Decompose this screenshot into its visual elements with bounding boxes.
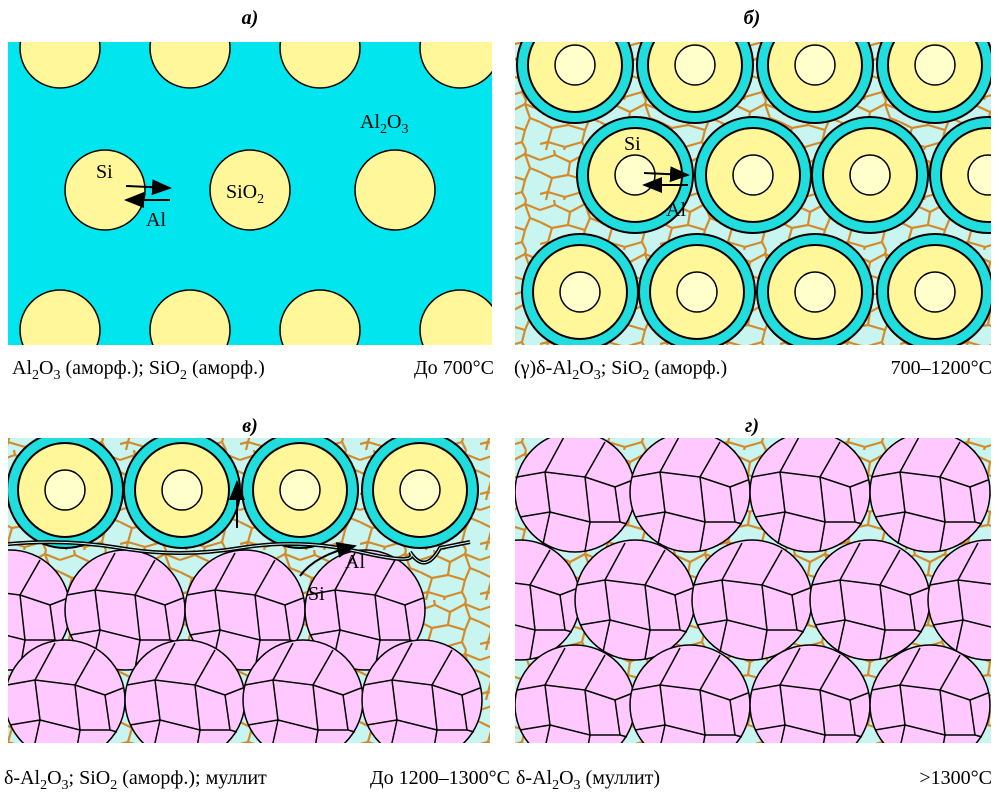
panel-b [515,7,999,350]
subscript: 2 [257,192,264,207]
coated-particle [877,234,993,350]
mullite-grain [870,645,990,765]
particle [280,290,360,370]
coated-particle [637,7,753,123]
caption: (γ)δ-Al2O3; SiO2 (аморф.) [514,357,727,383]
mullite-grain [362,640,482,760]
text-part: O [47,767,61,789]
coated-particle [757,7,873,123]
mullite-grain [5,640,125,760]
panel-label: г) [745,415,759,437]
mullite-grain [692,540,812,660]
panel-c [0,432,490,760]
text-part: δ-Al [4,767,41,789]
subscript: 3 [62,778,69,793]
text-part: Al [12,357,32,379]
element-label: Al [146,209,166,231]
mullite-grain [575,540,695,660]
temperature: До 700°C [414,357,494,379]
mullite-grain [630,432,750,552]
mullite-grain [750,645,870,765]
coated-particle [7,432,123,548]
text-part: (муллит) [581,767,661,789]
coated-particle [757,234,873,350]
mullite-grain [515,645,635,765]
text-part: (аморф.) [187,357,265,379]
coated-particle [362,432,478,548]
subscript: 3 [53,368,60,383]
mullite-grain [630,645,750,765]
mullite-grain [870,432,990,552]
text-part: (γ)δ-Al [514,357,573,379]
mullite-grain [125,640,245,760]
coated-particle [522,234,638,350]
subscript: 2 [110,778,117,793]
text-part: (аморф.); SiO [60,357,180,379]
element-label: Si [308,583,325,605]
subscript: 2 [642,368,649,383]
element-label: Si [624,133,641,155]
particle [280,8,360,88]
subscript: 3 [594,368,601,383]
text-part: SiO [226,181,257,203]
mullite-grain [750,432,870,552]
caption: δ-Al2O3 (муллит) [516,767,660,793]
panel-label: в) [242,415,258,437]
text-part: O [579,357,593,379]
temperature: До 1200–1300°C [370,767,510,789]
caption: Al2O3 (аморф.); SiO2 (аморф.) [12,357,265,383]
temperature: 700–1200°C [891,357,992,379]
text-part: (аморф.); муллит [117,767,267,789]
element-label: Al [666,199,686,221]
temperature: >1300°C [919,767,992,789]
text-part: O [39,357,53,379]
element-label: Al [345,551,365,573]
mullite-grain [810,540,930,660]
subscript: 2 [572,368,579,383]
particle [150,8,230,88]
coated-particle [124,432,240,548]
particle [20,8,100,88]
text-part: δ-Al [516,767,553,789]
mullite-grain [515,432,635,552]
diagram: а) б) в) г) Al2O3 (аморф.); SiO2 (аморф.… [0,0,999,798]
panel-label: а) [242,7,259,29]
subscript: 3 [574,778,581,793]
text-part: ; SiO [69,767,111,789]
text-part: Al [360,111,380,133]
particle [355,150,435,230]
coated-particle [517,7,633,123]
subscript: 2 [380,122,387,137]
coated-particle [812,117,928,233]
coated-particle [639,234,755,350]
subscript: 2 [180,368,187,383]
text-part: (аморф.) [649,357,727,379]
caption: δ-Al2O3; SiO2 (аморф.); муллит [4,767,267,793]
text-part: O [387,111,401,133]
panel-d [460,432,999,765]
element-label: Si [96,161,113,183]
text-part: ; SiO [601,357,643,379]
subscript: 2 [552,778,559,793]
particle [420,8,500,88]
subscript: 3 [401,122,408,137]
text-part: O [559,767,573,789]
mullite-grain [243,640,363,760]
coated-particle [877,7,993,123]
subscript: 2 [32,368,39,383]
coated-particle [242,432,358,548]
panel-label: б) [744,7,761,29]
coated-particle [695,117,811,233]
subscript: 2 [40,778,47,793]
